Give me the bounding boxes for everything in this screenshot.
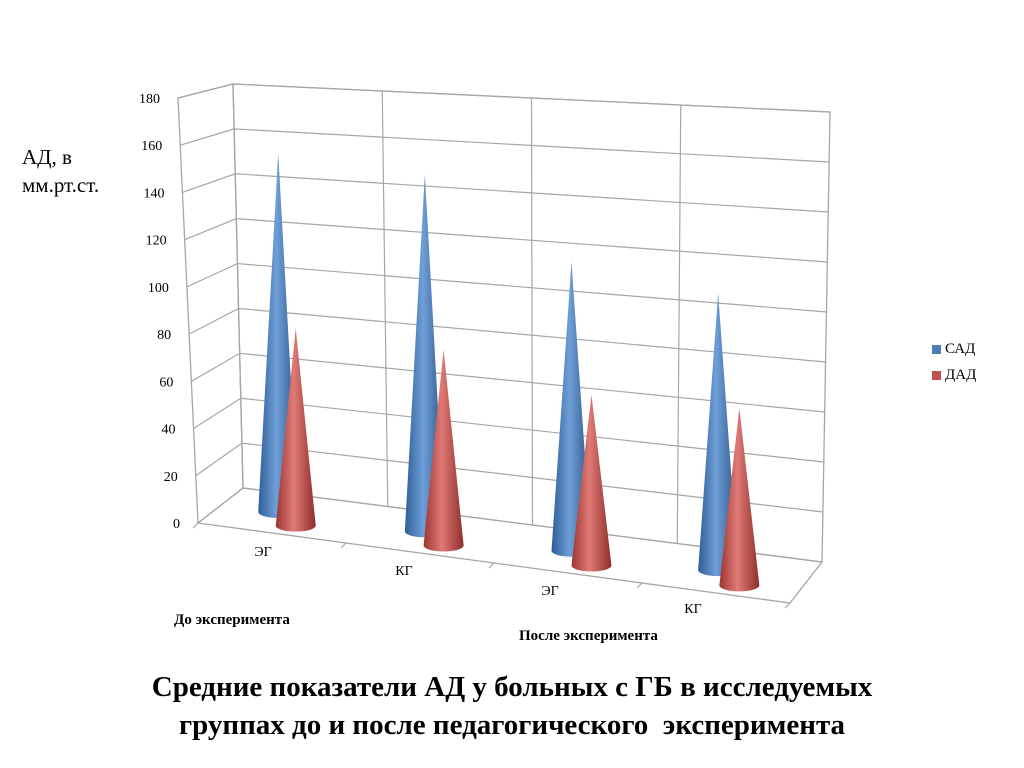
cone-dad [719,407,760,592]
y-tick-label: 140 [143,186,164,201]
floor [196,487,824,604]
legend-item-dad: ДАД [932,362,976,388]
y-tick-label: 120 [146,234,167,249]
gridline [191,352,825,413]
cone-sad [698,292,739,577]
cone-body [698,292,739,577]
gridline [193,397,824,463]
legend-label-dad: ДАД [945,366,977,383]
group-label-after: После эксперимента [519,628,658,644]
y-tick-label: 20 [164,470,178,485]
category-divider [381,90,389,507]
group-label-before: До эксперимента [174,612,290,628]
x-tick [488,562,495,569]
legend: САД ДАД [932,336,976,388]
chart-caption: Средние показатели АД у больных с ГБ в и… [0,668,1024,744]
x-tick [784,602,791,609]
cone-body [571,394,612,572]
y-tick-label: 80 [157,328,171,343]
y-tick-label: 100 [148,281,169,296]
x-tick-label: КГ [684,602,701,617]
legend-item-sad: САД [932,336,976,362]
chart-cones [258,153,760,592]
caption-line-1: Средние показатели АД у больных с ГБ в и… [151,671,873,703]
cone-body [423,349,464,552]
category-divider [676,104,682,544]
gridline [184,218,828,263]
side-wall [177,83,244,525]
x-tick-label: КГ [395,564,412,579]
legend-label-sad: САД [945,340,976,357]
x-tick [192,522,199,529]
legend-swatch-sad [932,344,941,354]
gridline [177,83,831,113]
y-tick-label: 0 [173,517,180,532]
y-axis-ticks: 0 20 40 60 80 100 120 140 160 180 [139,92,180,532]
y-tick-label: 60 [159,375,173,390]
x-tick [340,542,347,549]
x-tick-label: ЭГ [541,584,558,599]
cone-body [719,407,760,592]
x-tick-label: ЭГ [254,545,271,560]
y-tick-label: 180 [139,92,160,107]
gridline [186,262,827,313]
gridline [180,128,830,163]
cone-dad [571,394,612,572]
x-axis-ticks: ЭГ КГ ЭГ КГ [192,522,791,617]
gridline [195,442,823,513]
y-tick-label: 40 [162,423,176,438]
category-divider [530,97,534,526]
y-axis-label: АД, в мм.рт.ст. [22,145,100,197]
caption-line-2: группах до и после педагогического экспе… [178,709,846,741]
cone-dad [423,349,464,552]
y-tick-label: 160 [141,139,162,154]
legend-swatch-dad [932,370,941,380]
cone-body [275,328,316,532]
gridline [182,173,829,213]
chart-walls [177,83,831,604]
cone-dad [275,328,316,532]
x-tick [636,582,643,589]
gridline [188,307,826,363]
